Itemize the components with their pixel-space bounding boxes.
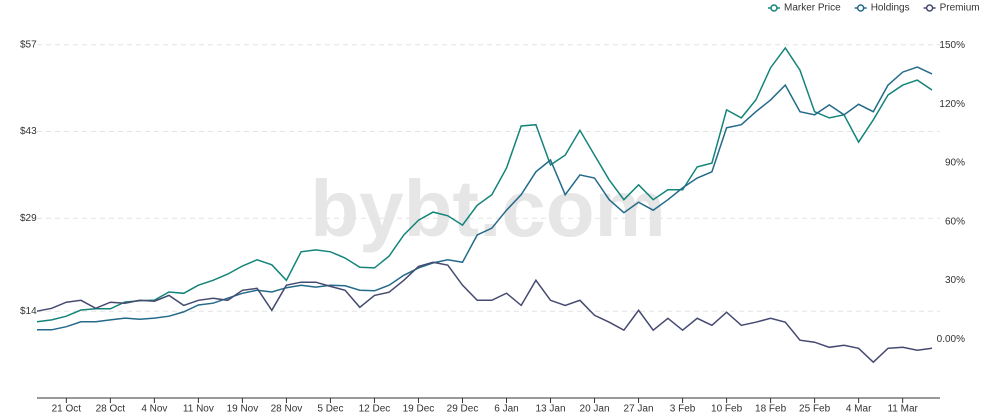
x-tick-label: 21 Oct [52,404,82,415]
legend-label: Marker Price [784,3,841,14]
x-tick-label: 19 Nov [227,404,259,415]
x-tick-label: 6 Jan [494,404,518,415]
x-tick-label: 19 Dec [403,404,435,415]
y-tick-label: $14 [20,306,37,317]
series-line [36,261,933,364]
legend-marker [856,4,865,12]
y-tick-label: $57 [20,39,37,50]
series-line [37,66,933,331]
x-tick-label: 10 Feb [711,404,743,415]
x-tick-label: 27 Jan [624,404,654,415]
y2-tick-label: 30% [945,275,965,286]
legend-item[interactable]: Marker Price [768,3,841,14]
x-tick-label: 4 Nov [141,404,167,415]
legend-marker [770,4,778,12]
x-tick-label: 5 Dec [317,404,343,415]
x-tick-label: 11 Mar [887,404,918,415]
y2-tick-label: 90% [945,158,965,169]
x-tick-label: 11 Nov [183,404,214,415]
x-tick-label: 12 Dec [359,404,391,415]
legend-label: Holdings [871,3,910,14]
legend-item[interactable]: Premium [923,3,980,14]
legend-marker [925,4,934,12]
series-line [36,46,933,323]
x-tick-label: 18 Feb [755,404,787,415]
y-tick-label: $29 [20,213,37,224]
y-tick-label: $43 [20,126,37,137]
y2-tick-label: 150% [939,40,965,51]
x-tick-label: 4 Mar [846,404,872,415]
x-tick-label: 28 Oct [96,404,126,415]
legend-item[interactable]: Holdings [854,3,910,14]
y2-tick-label: 60% [945,216,965,227]
y2-tick-label: 120% [939,99,965,110]
x-tick-label: 3 Feb [670,404,696,415]
legend-label: Premium [940,3,980,14]
x-tick-label: 13 Jan [536,404,566,415]
x-tick-label: 20 Jan [580,404,610,415]
x-tick-label: 28 Nov [271,404,303,415]
x-tick-label: 25 Feb [799,404,831,415]
y2-tick-label: 0.00% [937,334,965,345]
x-tick-label: 29 Dec [447,404,479,415]
watermark: bybt.com [310,164,666,253]
